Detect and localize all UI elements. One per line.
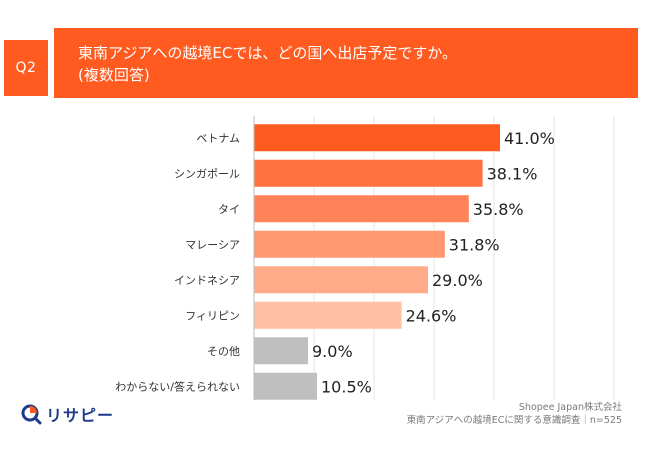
source-survey: 東南アジアへの越境ECに関する意識調査｜n=525	[406, 415, 622, 426]
value-label: 38.1%	[487, 164, 538, 183]
bar	[254, 230, 445, 258]
category-label: マレーシア	[185, 238, 240, 251]
value-label: 31.8%	[449, 235, 500, 254]
bar	[254, 159, 483, 187]
source-company: Shopee Japan株式会社	[518, 402, 622, 413]
category-label: ベトナム	[196, 132, 240, 145]
category-label: インドネシア	[174, 274, 240, 287]
value-label: 41.0%	[504, 129, 555, 148]
category-label: タイ	[218, 203, 240, 216]
bar	[254, 337, 308, 365]
question-number: Q2	[15, 60, 37, 76]
category-label: フィリピン	[185, 309, 240, 322]
bar	[254, 372, 317, 400]
question-text-line1: 東南アジアへの越境ECでは、どの国へ出店予定ですか。	[78, 44, 458, 62]
question-text-line2: (複数回答)	[78, 66, 150, 84]
value-label: 10.5%	[321, 377, 372, 396]
bar	[254, 301, 402, 329]
bar	[254, 266, 428, 294]
value-label: 24.6%	[406, 306, 457, 325]
logo-text: リサピー	[46, 406, 115, 425]
value-label: 35.8%	[473, 200, 524, 219]
bar-chart: ベトナム 41.0% シンガポール 38.1% タイ 35.8% マレーシア 31.8% インド…	[115, 116, 615, 400]
magnifier-icon	[21, 404, 42, 425]
source-note: Shopee Japan株式会社 東南アジアへの越境ECに関する意識調査｜n=5…	[407, 401, 622, 427]
logo: リサピー	[20, 402, 114, 426]
category-label: その他	[207, 345, 240, 358]
bar	[254, 124, 500, 152]
value-label: 9.0%	[312, 342, 353, 361]
bar	[254, 195, 469, 223]
category-label: シンガポール	[174, 167, 240, 180]
value-label: 29.0%	[432, 271, 483, 290]
question-banner: 東南アジアへの越境ECでは、どの国へ出店予定ですか。 (複数回答)	[54, 28, 638, 98]
question-number-badge: Q2	[4, 40, 48, 96]
category-label: わからない/答えられない	[115, 379, 240, 393]
